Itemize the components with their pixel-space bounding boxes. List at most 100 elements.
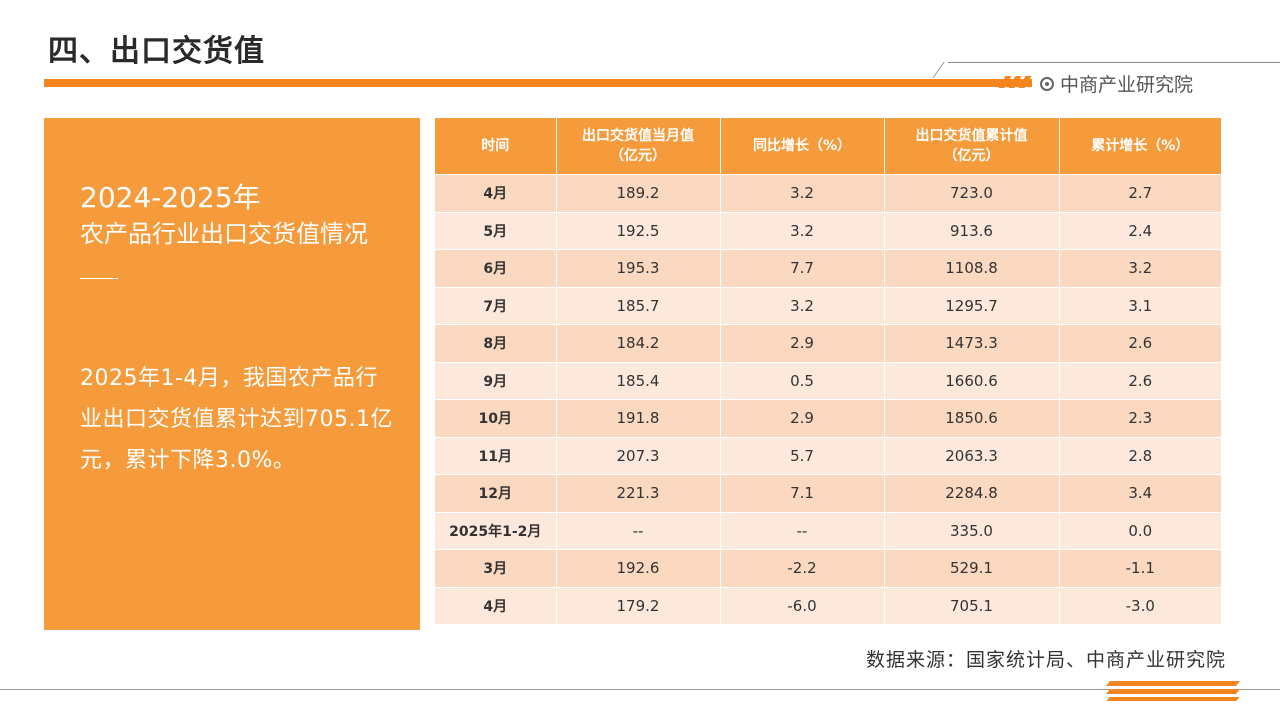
row-period-cell: 9月 — [435, 361, 557, 400]
table-row: 12月 221.3 7.1 2284.8 3.4 — [435, 474, 1221, 512]
table-cell: 221.3 — [556, 474, 721, 512]
table-cell: 192.6 — [556, 549, 721, 587]
table-header-unit: （亿元） — [610, 148, 666, 164]
table-cell: -1.1 — [1059, 549, 1221, 587]
brand-name: 中商产业研究院 — [1060, 74, 1194, 96]
table-cell: 529.1 — [884, 549, 1060, 587]
row-period-cell: 5月 — [435, 211, 557, 250]
table-header-unit: （亿元） — [943, 148, 1000, 164]
table-body: 4月 189.2 3.2 723.0 2.7 5月 192.5 3.2 913.6 2.4 6月 19… — [435, 174, 1221, 624]
table-header-label: 出口交货值累计值 — [915, 128, 1028, 144]
table-cell: 179.2 — [556, 586, 721, 624]
brand-logo: 中商产业研究院 — [1040, 70, 1193, 97]
summary-year: 2024-2025年 — [80, 181, 261, 214]
summary-divider — [80, 278, 118, 279]
table-cell: 0.0 — [1059, 511, 1221, 550]
table-cell: 2.9 — [720, 324, 885, 362]
table-cell: 195.3 — [556, 249, 721, 287]
table-cell: 185.7 — [556, 286, 721, 325]
table-cell: 1473.3 — [884, 324, 1060, 362]
table-row: 10月 191.8 2.9 1850.6 2.3 — [435, 399, 1221, 437]
data-source: 数据来源：国家统计局、中商产业研究院 — [865, 649, 1226, 671]
table-header-cell: 出口交货值当月值 （亿元） — [556, 118, 721, 175]
table-cell: 2.6 — [1059, 324, 1221, 362]
page-title: 四、出口交货值 — [48, 34, 265, 69]
table-cell: 1660.6 — [884, 361, 1060, 400]
table-row: 9月 185.4 0.5 1660.6 2.6 — [435, 361, 1221, 400]
table-cell: 2.4 — [1059, 211, 1221, 250]
row-period-cell: 12月 — [435, 474, 557, 512]
brand-circle-icon — [1040, 76, 1054, 91]
row-period-cell: 8月 — [435, 324, 557, 362]
table-header-label: 出口交货值当月值 — [582, 128, 694, 144]
table-row: 6月 195.3 7.7 1108.8 3.2 — [435, 249, 1221, 287]
table-header-cell: 时间 — [435, 118, 557, 175]
row-period-cell: 6月 — [435, 249, 557, 287]
table-cell: 3.2 — [1059, 249, 1221, 287]
table-cell: 3.1 — [1059, 286, 1221, 325]
table-cell: -- — [556, 511, 721, 550]
table-cell: -- — [720, 511, 885, 550]
table-cell: 7.1 — [720, 474, 885, 512]
table-cell: 2284.8 — [884, 474, 1060, 512]
table-header-cell: 累计增长（%） — [1059, 118, 1221, 175]
summary-body: 2025年1-4月，我国农产品行业出口交货值累计达到705.1亿元，累计下降3.… — [80, 366, 393, 473]
table-cell: 1108.8 — [884, 249, 1060, 287]
table-row: 3月 192.6 -2.2 529.1 -1.1 — [435, 549, 1221, 587]
table-header-cell: 出口交货值累计值 （亿元） — [884, 118, 1060, 175]
summary-subtitle: 农产品行业出口交货值情况 — [80, 220, 368, 248]
table-cell: 189.2 — [556, 174, 721, 212]
table-cell: -2.2 — [720, 549, 885, 587]
header-divider-line — [948, 62, 1280, 63]
row-period-cell: 2025年1-2月 — [435, 511, 557, 550]
table-cell: 5.7 — [720, 436, 885, 475]
table-cell: 1295.7 — [884, 286, 1060, 325]
row-period-cell: 11月 — [435, 436, 557, 475]
row-period-cell: 3月 — [435, 549, 557, 587]
table-cell: 3.2 — [720, 174, 885, 212]
table-row: 2025年1-2月 -- -- 335.0 0.0 — [435, 511, 1221, 550]
table-cell: 335.0 — [884, 511, 1060, 550]
table-cell: 913.6 — [884, 211, 1060, 250]
table-cell: 3.2 — [720, 211, 885, 250]
table-cell: 192.5 — [556, 211, 721, 250]
table-cell: 0.5 — [720, 361, 885, 400]
footer-stripes-decoration — [1105, 681, 1241, 701]
table-cell: -6.0 — [720, 586, 885, 624]
row-period-cell: 4月 — [435, 174, 557, 212]
table-cell: 2.8 — [1059, 436, 1221, 475]
table-header-row: 时间 出口交货值当月值 （亿元） 同比增长（%） 出口交货值累计值 （亿元） 累计增长（%） — [435, 118, 1221, 175]
summary-panel: 2024-2025年 农产品行业出口交货值情况 2025年1-4月，我国农产品行… — [44, 118, 420, 630]
table-header-label: 同比增长（%） — [752, 138, 852, 154]
table-row: 4月 179.2 -6.0 705.1 -3.0 — [435, 586, 1221, 624]
table-row: 8月 184.2 2.9 1473.3 2.6 — [435, 324, 1221, 362]
row-period-cell: 4月 — [435, 586, 557, 624]
table-cell: -3.0 — [1059, 586, 1221, 624]
table-cell: 2.9 — [720, 399, 885, 437]
table-cell: 191.8 — [556, 399, 721, 437]
export-value-table: 时间 出口交货值当月值 （亿元） 同比增长（%） 出口交货值累计值 （亿元） 累计增长（%）… — [435, 118, 1221, 624]
table-cell: 184.2 — [556, 324, 721, 362]
table-row: 11月 207.3 5.7 2063.3 2.8 — [435, 436, 1221, 475]
table-cell: 1850.6 — [884, 399, 1060, 437]
table-cell: 207.3 — [556, 436, 721, 475]
table-row: 7月 185.7 3.2 1295.7 3.1 — [435, 286, 1221, 325]
header-divider-slant — [932, 62, 945, 78]
table-cell: 3.4 — [1059, 474, 1221, 512]
footer-divider — [0, 689, 1280, 690]
table-cell: 2.7 — [1059, 174, 1221, 212]
table-header-cell: 同比增长（%） — [720, 118, 885, 175]
table-cell: 705.1 — [884, 586, 1060, 624]
table-header-label: 时间 — [481, 138, 510, 154]
table-row: 4月 189.2 3.2 723.0 2.7 — [435, 174, 1221, 212]
row-period-cell: 7月 — [435, 286, 557, 325]
table-header-label: 累计增长（%） — [1091, 138, 1190, 154]
table-cell: 185.4 — [556, 361, 721, 400]
table-row: 5月 192.5 3.2 913.6 2.4 — [435, 211, 1221, 250]
table-cell: 2.6 — [1059, 361, 1221, 400]
row-period-cell: 10月 — [435, 399, 557, 437]
header-stripes-decoration — [998, 76, 1032, 88]
table-cell: 3.2 — [720, 286, 885, 325]
table-cell: 2063.3 — [884, 436, 1060, 475]
table-cell: 7.7 — [720, 249, 885, 287]
